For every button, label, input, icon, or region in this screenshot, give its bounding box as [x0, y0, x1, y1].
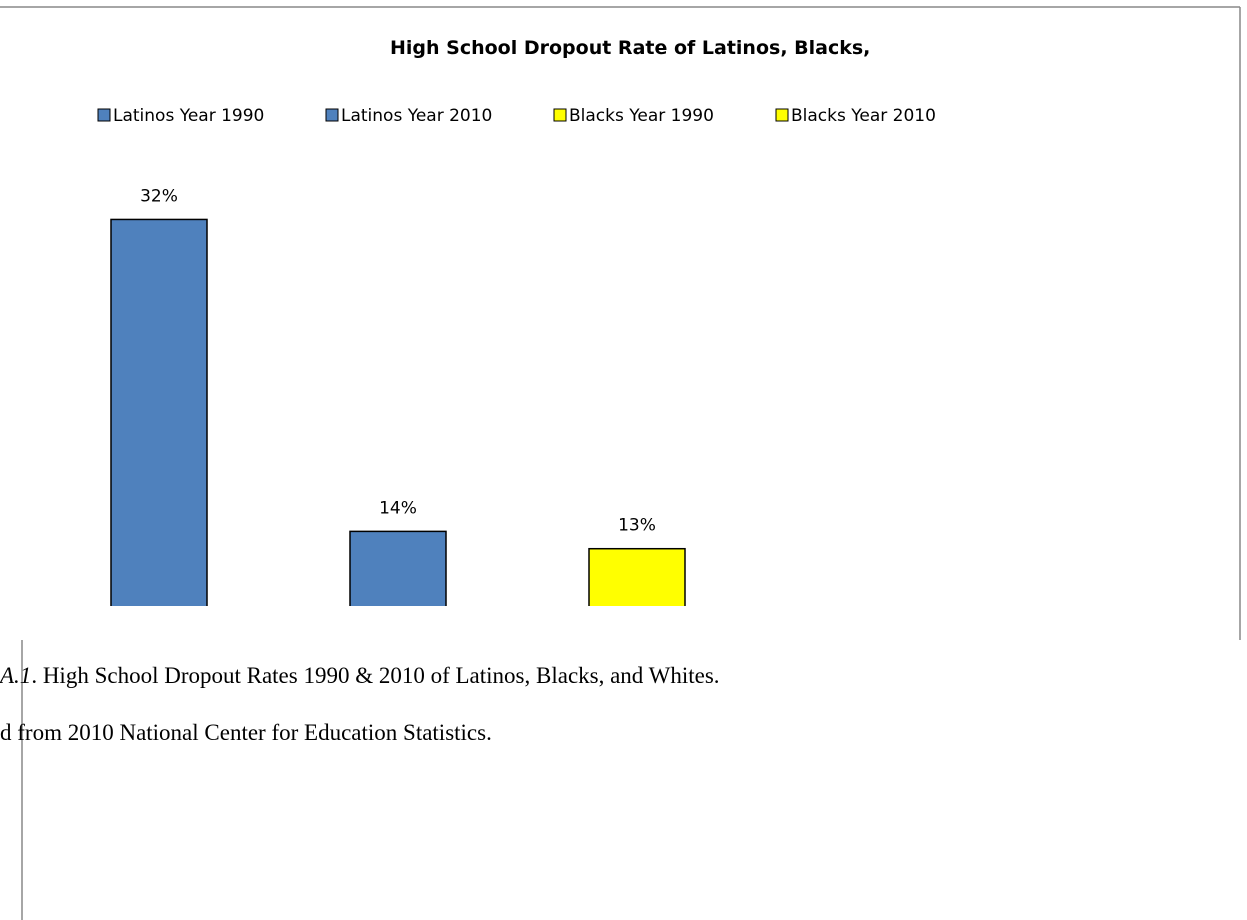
legend-swatch — [97, 108, 111, 122]
bar — [349, 530, 447, 606]
legend-swatch — [325, 108, 339, 122]
caption-label: A.1 — [0, 663, 31, 688]
bar — [588, 547, 686, 606]
legend-label: Blacks Year 2010 — [791, 106, 936, 126]
value-label: 13% — [618, 516, 656, 536]
caption: A.1. High School Dropout Rates 1990 & 20… — [0, 663, 720, 688]
legend: Latinos Year 1990 Latinos Year 2010 Blacks… — [97, 106, 936, 126]
legend-swatch — [553, 108, 567, 122]
legend-label: Blacks Year 1990 — [569, 106, 714, 126]
legend-label: Latinos Year 1990 — [113, 106, 264, 126]
legend-label: Latinos Year 2010 — [341, 106, 492, 126]
plot — [110, 218, 686, 606]
bar — [110, 218, 208, 606]
title-group: High School Dropout Rate of Latinos, Bla… — [390, 37, 870, 59]
legend-swatch — [775, 108, 789, 122]
source-note: d from 2010 National Center for Educatio… — [0, 720, 492, 745]
chart-title: High School Dropout Rate of Latinos, Bla… — [390, 37, 870, 59]
caption-text: . High School Dropout Rates 1990 & 2010 … — [31, 663, 719, 688]
value-label: 14% — [379, 498, 417, 518]
value-label: 32% — [140, 186, 178, 206]
